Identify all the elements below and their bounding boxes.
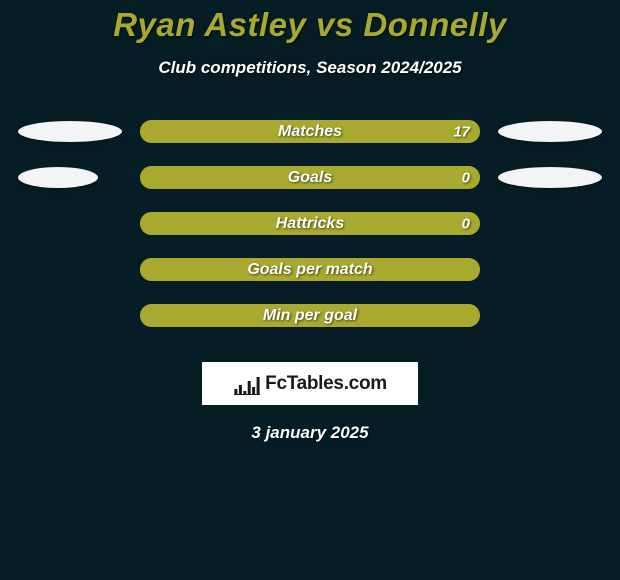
- stat-bar: Hattricks0: [140, 212, 480, 235]
- right-marker-slot: [480, 304, 610, 327]
- bar-fill-right: [140, 304, 480, 327]
- left-marker-slot: [10, 304, 140, 327]
- stat-row: Hattricks0: [0, 212, 620, 235]
- stat-bar: Goals per match: [140, 258, 480, 281]
- stat-bar: Min per goal: [140, 304, 480, 327]
- stat-row: Min per goal: [0, 304, 620, 327]
- stat-row: Goals0: [0, 166, 620, 189]
- bar-fill-right: [140, 212, 480, 235]
- fctables-logo: FcTables.com: [202, 362, 418, 405]
- left-marker-ellipse: [18, 121, 122, 142]
- left-marker-slot: [10, 120, 140, 143]
- stat-row: Goals per match: [0, 258, 620, 281]
- bar-fill-right: [140, 166, 480, 189]
- stat-row: Matches17: [0, 120, 620, 143]
- left-marker-slot: [10, 166, 140, 189]
- stat-bar: Matches17: [140, 120, 480, 143]
- right-marker-ellipse: [498, 121, 602, 142]
- page-title: Ryan Astley vs Donnelly: [0, 6, 620, 44]
- right-marker-slot: [480, 166, 610, 189]
- footer-date: 3 january 2025: [0, 423, 620, 443]
- logo-text: FcTables.com: [265, 373, 387, 395]
- page-subtitle: Club competitions, Season 2024/2025: [0, 58, 620, 78]
- right-marker-ellipse: [498, 167, 602, 188]
- bar-fill-right: [140, 120, 480, 143]
- right-marker-slot: [480, 212, 610, 235]
- left-marker-slot: [10, 212, 140, 235]
- left-marker-slot: [10, 258, 140, 281]
- left-marker-ellipse: [18, 167, 98, 188]
- right-marker-slot: [480, 120, 610, 143]
- bar-fill-right: [140, 258, 480, 281]
- comparison-rows: Matches17 Goals0 Hattricks0 Goals per match…: [0, 120, 620, 350]
- right-marker-slot: [480, 258, 610, 281]
- bar-chart-icon: [233, 373, 261, 395]
- stat-bar: Goals0: [140, 166, 480, 189]
